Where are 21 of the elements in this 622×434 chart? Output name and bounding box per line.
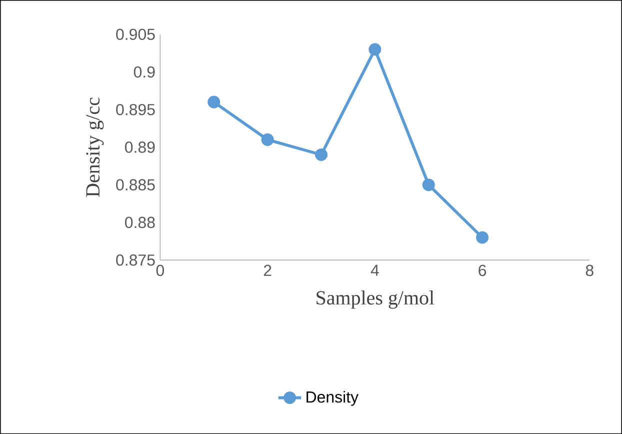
y-tick-label: 0.88 bbox=[125, 216, 155, 228]
x-axis-title: Samples g/mol bbox=[316, 290, 434, 309]
y-tick-label: 0.875 bbox=[116, 254, 155, 266]
point bbox=[368, 43, 382, 56]
point bbox=[422, 178, 435, 191]
x-tick-label: 6 bbox=[478, 264, 486, 276]
y-tick-label: 0.885 bbox=[116, 179, 155, 190]
point bbox=[476, 231, 489, 244]
legend-label: Density bbox=[306, 390, 359, 406]
y-tick-label: 0.89 bbox=[125, 141, 155, 153]
x-tick-label: 2 bbox=[264, 264, 272, 276]
y-tick-label: 0.905 bbox=[116, 28, 155, 40]
point bbox=[261, 133, 274, 146]
y-tick-label: 0.895 bbox=[116, 104, 155, 116]
x-tick-label: 0 bbox=[156, 264, 164, 276]
y-tick-label: 0.9 bbox=[134, 66, 155, 78]
x-tick-label: 4 bbox=[370, 264, 379, 276]
y-axis-title: Density g/cc bbox=[86, 98, 104, 197]
x-tick-label: 8 bbox=[586, 264, 594, 276]
point bbox=[314, 148, 328, 161]
point bbox=[208, 96, 220, 108]
